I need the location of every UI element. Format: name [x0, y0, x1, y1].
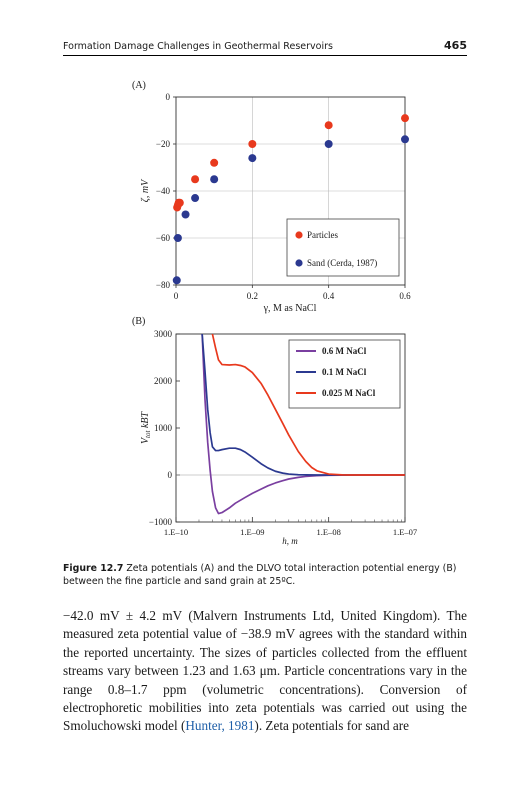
y-axis-label-b-sub: tot	[144, 430, 152, 438]
running-title: Formation Damage Challenges in Geotherma…	[63, 41, 333, 52]
figure-label: Figure 12.7	[63, 563, 124, 574]
point-sand	[210, 175, 219, 184]
x-tick-label-a: 0.4	[323, 291, 335, 301]
caption-text: Zeta potentials (A) and the DLVO total i…	[63, 563, 457, 587]
point-sand	[191, 194, 200, 203]
x-tick-label-a: 0.2	[247, 291, 258, 301]
point-sand	[248, 154, 257, 163]
marks-a	[172, 114, 409, 285]
running-header: Formation Damage Challenges in Geotherma…	[63, 39, 467, 56]
y-tick-label-a: 0	[166, 92, 171, 102]
figure-caption: Figure 12.7 Zeta potentials (A) and the …	[63, 562, 467, 588]
y-tick-label-a: −80	[156, 280, 171, 290]
legend-b-label-0.1M: 0.1 M NaCl	[322, 367, 367, 377]
point-particles	[401, 114, 409, 123]
legend-b-label-0.6M: 0.6 M NaCl	[322, 346, 367, 356]
point-sand	[172, 276, 181, 285]
x-tick-label-b: 1.E–07	[393, 527, 417, 537]
legend-b: 0.6 M NaCl 0.1 M NaCl 0.025 M NaCl	[288, 339, 401, 409]
point-particles	[324, 121, 333, 130]
x-tick-label-a: 0	[174, 291, 179, 301]
point-sand	[401, 135, 409, 144]
body-text-part1: −42.0 mV ± 4.2 mV (Malvern Instruments L…	[63, 608, 467, 734]
x-tick-label-b: 1.E–09	[240, 527, 264, 537]
ticks-a: 0 0.2 0.4 0.6 0 −20 −40 −60 −80	[156, 92, 411, 301]
lines-b	[201, 334, 405, 515]
point-particles	[175, 198, 184, 207]
ticks-b: 1.E–10 1.E–09 1.E–08 1.E–07 3000 2000 1000 0 −10…	[149, 329, 417, 537]
y-tick-label-b: 1000	[154, 423, 173, 433]
y-tick-label-a: −40	[156, 186, 171, 196]
y-axis-label-b-rest: kBT	[140, 411, 151, 431]
point-sand	[181, 210, 190, 219]
y-tick-label-a: −60	[156, 233, 171, 243]
x-axis-label-a: γ, M as NaCl	[263, 303, 317, 314]
legend-a-box	[286, 218, 400, 277]
zeta-potential-chart: (A) 0 0.2 0.4 0.6 0 −20 −40 −60 −80 ζ, mV γ, M a…	[132, 80, 411, 314]
series-line-0.025M	[211, 334, 405, 476]
y-tick-label-b: 0	[168, 470, 173, 480]
legend-a-label-sand: Sand (Cerda, 1987)	[307, 258, 377, 268]
y-tick-label-b: 2000	[154, 376, 173, 386]
point-particles	[248, 140, 257, 148]
panel-label-b: (B)	[132, 316, 145, 327]
point-particles	[191, 175, 200, 184]
point-particles	[210, 158, 219, 167]
y-tick-label-b: 3000	[154, 329, 173, 339]
y-axis-label-a: ζ, mV	[140, 178, 151, 202]
y-axis-label-b-main: V	[140, 436, 151, 444]
legend-a-marker-particles	[295, 231, 303, 239]
body-paragraph: −42.0 mV ± 4.2 mV (Malvern Instruments L…	[63, 607, 467, 736]
point-sand	[173, 234, 182, 242]
legend-a-label-particles: Particles	[307, 230, 338, 240]
panel-label-a: (A)	[132, 80, 146, 91]
y-axis-label-b: Vtot kBT	[140, 411, 152, 445]
x-tick-label-b: 1.E–10	[164, 527, 188, 537]
legend-b-label-0.025M: 0.025 M NaCl	[322, 388, 376, 398]
y-tick-label-b: −1000	[149, 517, 173, 527]
point-sand	[324, 140, 333, 148]
y-tick-label-a: −20	[156, 139, 171, 149]
x-axis-label-b: h, m	[282, 536, 298, 546]
dlvo-potential-chart: (B) 1.E–10 1.E–09 1.E–08 1.E–07 3000 2000 1000…	[132, 316, 417, 546]
legend-a-marker-sand	[295, 259, 303, 267]
x-tick-label-a: 0.6	[399, 291, 411, 301]
series-line-0.1M	[201, 334, 405, 476]
page-number: 465	[444, 39, 467, 52]
legend-a: Particles Sand (Cerda, 1987)	[286, 218, 400, 277]
body-text-part2: ). Zeta potentials for sand are	[254, 718, 409, 734]
x-tick-label-b: 1.E–08	[317, 527, 341, 537]
citation-link[interactable]: Hunter, 1981	[185, 718, 255, 734]
